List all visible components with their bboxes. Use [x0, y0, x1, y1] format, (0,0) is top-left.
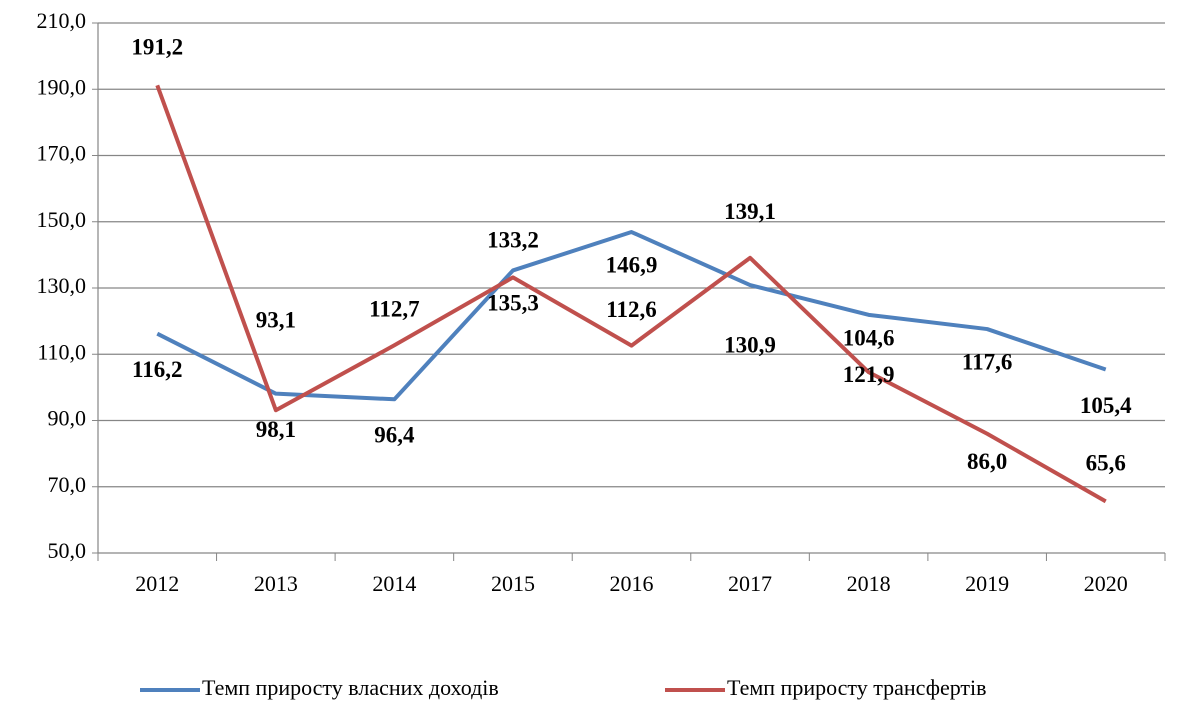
data-label: 104,6	[843, 325, 895, 350]
y-tick-label: 70,0	[48, 472, 87, 497]
x-tick-label: 2013	[254, 571, 298, 596]
x-tick-label: 2016	[610, 571, 654, 596]
data-label: 86,0	[967, 449, 1007, 474]
data-label: 96,4	[374, 423, 415, 448]
data-label: 105,4	[1080, 393, 1132, 418]
data-label: 191,2	[131, 35, 183, 60]
y-tick-label: 130,0	[37, 273, 87, 298]
y-tick-label: 110,0	[37, 339, 86, 364]
data-label: 135,3	[487, 291, 539, 316]
y-tick-label: 170,0	[37, 141, 87, 166]
y-tick-label: 50,0	[48, 538, 87, 563]
x-tick-label: 2014	[372, 571, 416, 596]
legend-label: Темп приросту трансфертів	[727, 675, 987, 700]
data-label: 130,9	[724, 332, 776, 357]
data-label: 112,7	[369, 297, 419, 322]
data-label: 133,2	[487, 228, 539, 253]
data-label: 121,9	[843, 362, 895, 387]
x-tick-label: 2012	[135, 571, 179, 596]
x-tick-label: 2018	[847, 571, 891, 596]
x-tick-label: 2020	[1084, 571, 1128, 596]
data-label: 116,2	[132, 357, 182, 382]
x-tick-label: 2017	[728, 571, 772, 596]
series-line	[155, 84, 1107, 504]
data-label: 112,6	[606, 297, 656, 322]
data-label: 117,6	[962, 349, 1012, 374]
y-tick-label: 190,0	[37, 74, 87, 99]
data-label: 98,1	[256, 417, 296, 442]
data-label: 139,1	[724, 199, 776, 224]
x-tick-label: 2015	[491, 571, 535, 596]
x-tick-label: 2019	[965, 571, 1009, 596]
series-line	[156, 230, 1107, 402]
data-label: 146,9	[606, 252, 658, 277]
data-label: 65,6	[1086, 451, 1126, 476]
data-label: 93,1	[256, 308, 296, 333]
legend-label: Темп приросту власних доходів	[202, 675, 499, 700]
y-tick-label: 210,0	[37, 8, 87, 33]
y-tick-label: 90,0	[48, 406, 87, 431]
y-tick-label: 150,0	[37, 207, 87, 232]
